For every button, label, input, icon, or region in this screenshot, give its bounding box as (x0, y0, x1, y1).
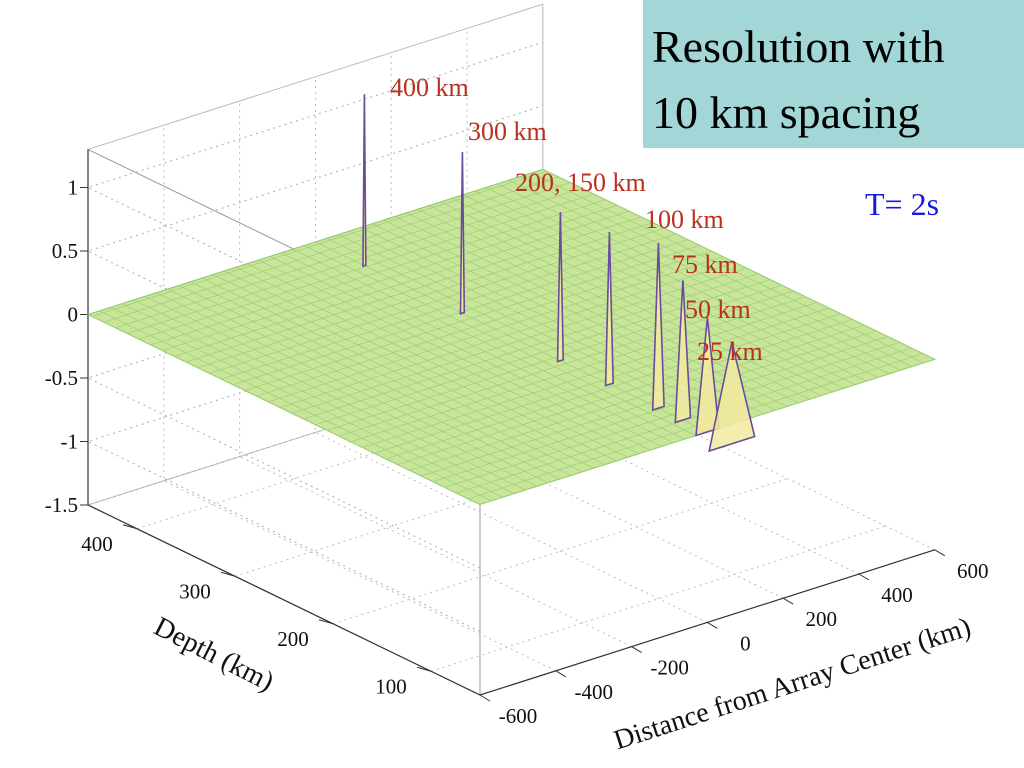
tick-mark (858, 573, 870, 581)
peak-label: 25 km (697, 337, 763, 366)
mesh-line (110, 306, 503, 498)
mesh-line (156, 292, 549, 484)
y-tick-label: 300 (179, 579, 211, 603)
grid-line (239, 101, 632, 648)
y-tick-label: 200 (277, 627, 309, 651)
mesh-line (224, 270, 617, 462)
grid-line (86, 232, 543, 569)
z-tick-label: 0 (68, 303, 79, 327)
title-line: 10 km spacing (652, 87, 920, 138)
mesh-line (349, 230, 742, 422)
grid-line (163, 125, 557, 672)
y-tick-label: 400 (81, 532, 113, 556)
mesh-line (303, 245, 697, 436)
mesh-line (428, 205, 822, 396)
peak-label: 75 km (672, 250, 738, 279)
mesh-line (372, 223, 765, 415)
z-tick-label: -0.5 (45, 366, 78, 390)
peak (459, 151, 466, 315)
tick-mark (707, 621, 718, 629)
z-tick-label: -1.5 (45, 493, 78, 517)
peak (695, 317, 720, 437)
mesh-line (519, 176, 913, 367)
x-tick-label: -200 (650, 656, 689, 680)
mesh-line (212, 274, 606, 465)
mesh-line (485, 187, 879, 378)
mesh-line (281, 252, 674, 444)
x-tick-label: 0 (740, 631, 751, 655)
tick-mark (479, 694, 491, 702)
mesh-line (190, 281, 583, 473)
mesh-line (121, 303, 515, 494)
axis-line (87, 504, 935, 696)
peak (674, 280, 692, 424)
z-tick-label: -1 (61, 430, 79, 454)
x-tick-label: 400 (881, 583, 913, 607)
x-tick-label: 200 (805, 607, 837, 631)
tick-mark (934, 549, 946, 557)
peak-label: 200, 150 km (515, 168, 646, 197)
tick-mark (555, 670, 567, 678)
peak-label: 400 km (390, 73, 469, 102)
peak (362, 94, 367, 268)
mesh-line (292, 248, 685, 440)
mesh-line (542, 168, 935, 360)
subtitle: T= 2s (865, 186, 939, 222)
peak (556, 212, 565, 363)
grid-line (86, 295, 543, 632)
mesh-line (99, 310, 492, 502)
mesh-line (258, 259, 651, 451)
mesh-line (167, 288, 560, 480)
title-line: Resolution with (652, 21, 945, 72)
tick-mark (631, 646, 642, 654)
mesh-line (451, 198, 844, 389)
y-tick-label: 100 (375, 674, 407, 698)
mesh-line (201, 277, 594, 469)
x-tick-label: -400 (575, 680, 614, 704)
z-tick-label: 1 (68, 176, 79, 200)
mesh-line (269, 256, 663, 447)
mesh-line (531, 172, 924, 364)
mesh-line (497, 183, 890, 375)
x-tick-label: -600 (499, 704, 538, 728)
peak (651, 243, 665, 412)
mesh-line (144, 296, 538, 487)
tick-mark (782, 597, 794, 605)
mesh-line (474, 190, 867, 382)
grid-line (466, 28, 860, 575)
peak (604, 231, 615, 387)
peak-label: 100 km (645, 205, 724, 234)
mesh-line (417, 208, 810, 400)
mesh-line (235, 266, 628, 458)
z-tick-label: 0.5 (52, 239, 78, 263)
grid-line (542, 4, 936, 551)
mesh-line (337, 234, 731, 425)
peak-label: 300 km (468, 117, 547, 146)
mesh-line (178, 285, 572, 476)
mesh-line (247, 263, 640, 454)
mesh-line (508, 179, 901, 371)
title-box (643, 0, 1024, 148)
mesh-line (315, 241, 708, 433)
mesh-line (87, 314, 481, 505)
peak (708, 341, 756, 453)
grid-line (314, 76, 708, 623)
grid-line (390, 52, 784, 599)
mesh-line (440, 201, 833, 393)
peak-label: 50 km (685, 295, 751, 324)
mesh-line (133, 299, 526, 491)
mesh-line (394, 216, 788, 407)
x-tick-label: 600 (957, 559, 989, 583)
